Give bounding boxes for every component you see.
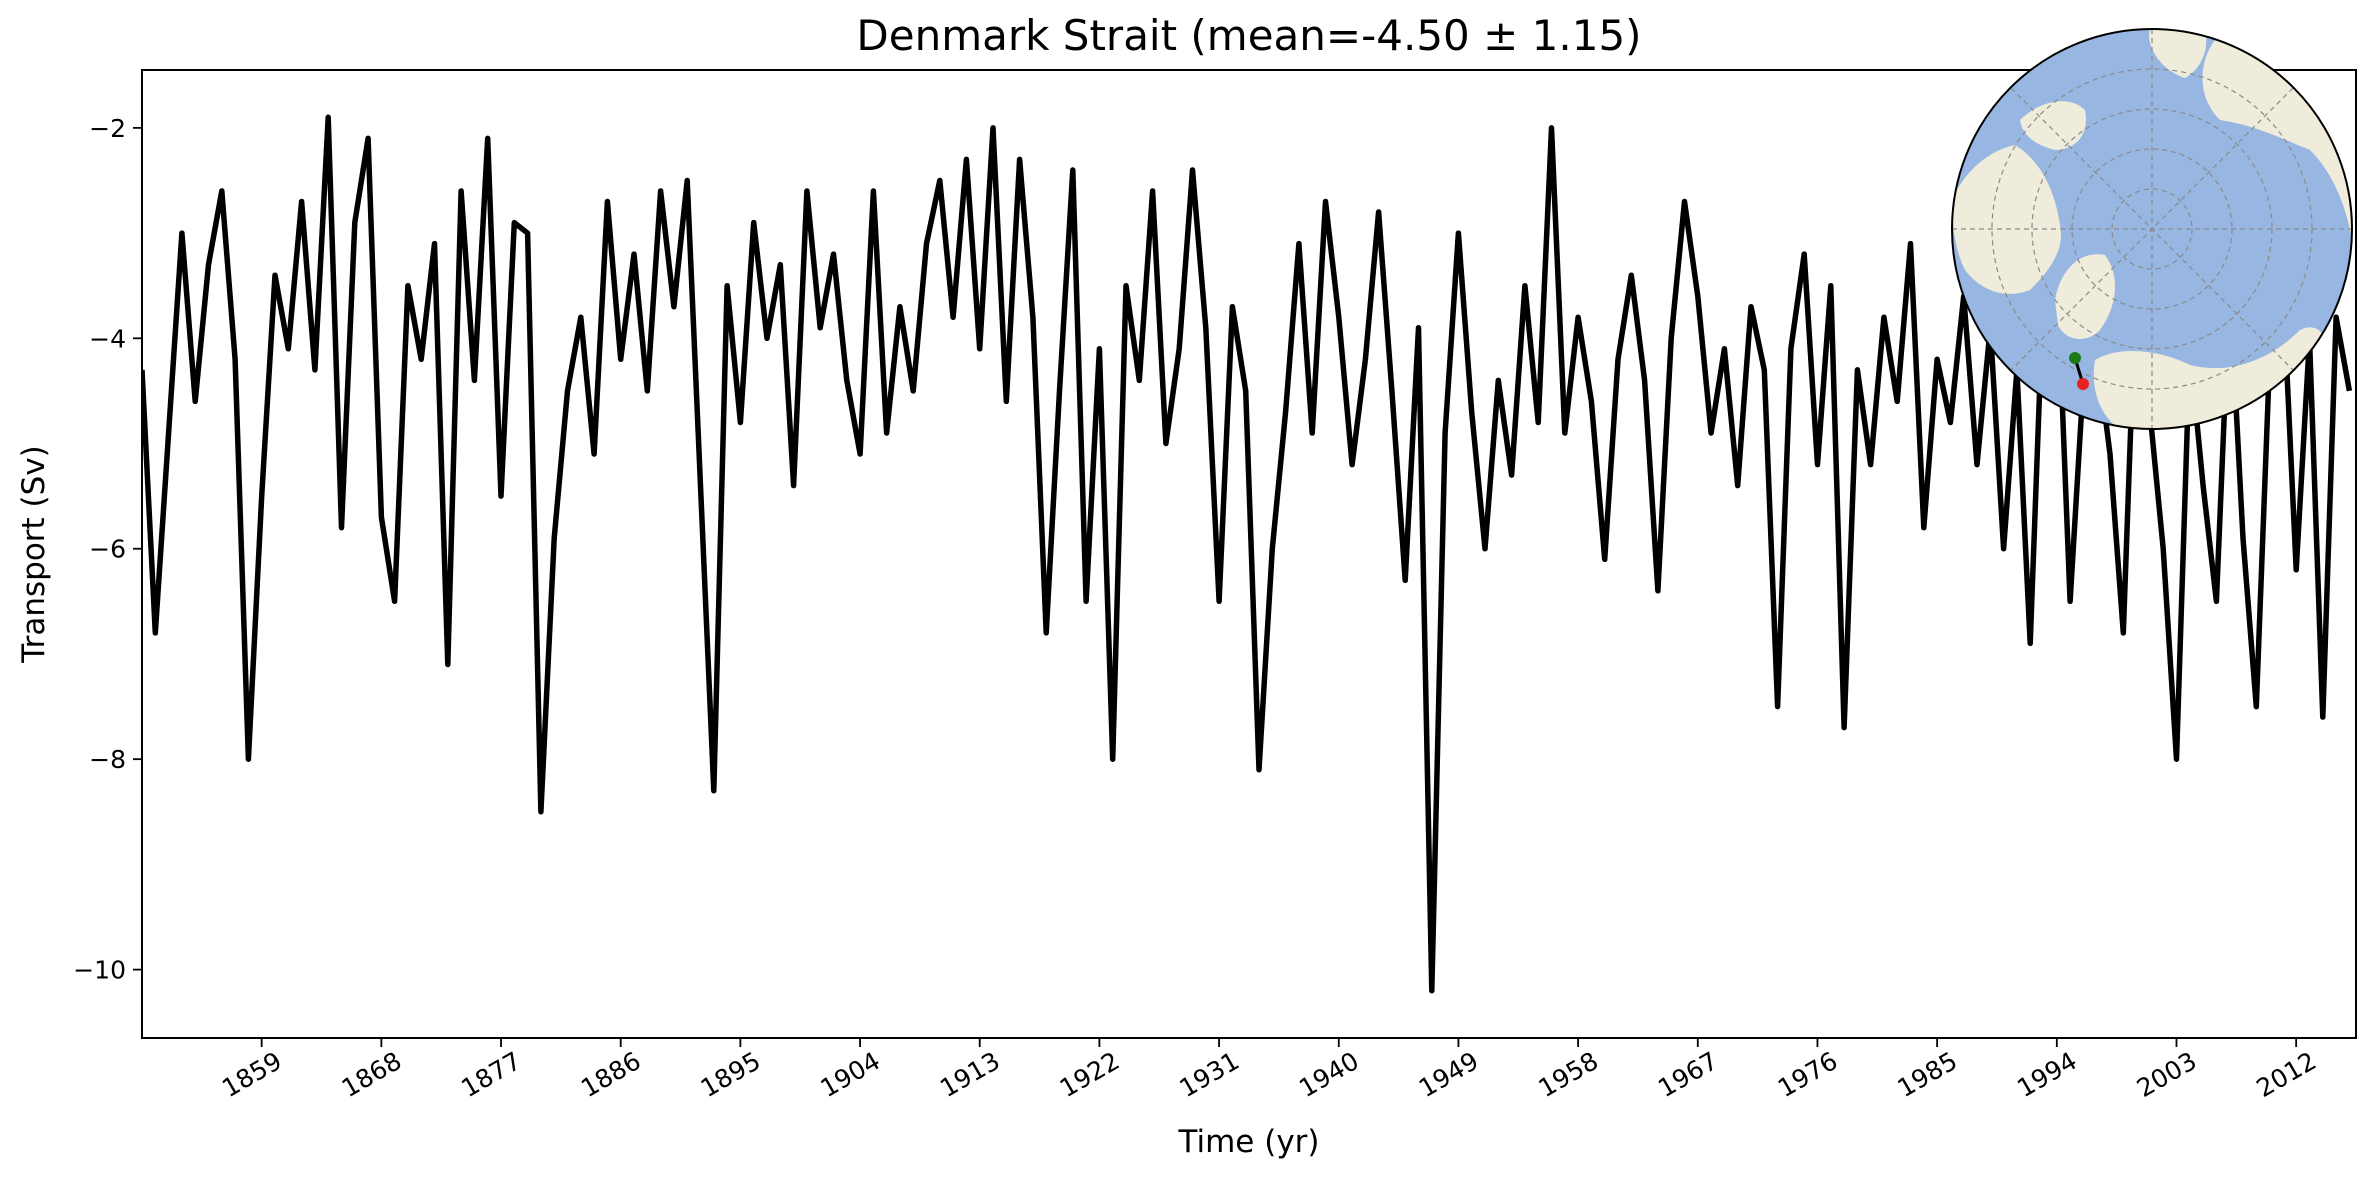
x-tick-label: 1877 xyxy=(456,1046,526,1103)
y-tick-label: −8 xyxy=(89,745,126,774)
x-tick-label: 1895 xyxy=(696,1046,766,1103)
x-axis: 1859 1868 1877 1886 1895 1904 1913 1922 1931 1940… xyxy=(217,1038,2321,1103)
x-tick-label: 1886 xyxy=(576,1046,646,1103)
chart-title: Denmark Strait (mean=-4.50 ± 1.15) xyxy=(856,11,1641,60)
x-tick-label: 1913 xyxy=(935,1046,1005,1103)
map-land xyxy=(1952,29,2352,429)
section-end-marker xyxy=(2077,378,2089,390)
y-axis: −10 −8 −6 −4 −2 xyxy=(73,114,142,985)
x-tick-label: 2003 xyxy=(2132,1046,2202,1103)
y-tick-label: −2 xyxy=(89,114,126,143)
x-tick-label: 1949 xyxy=(1414,1046,1484,1103)
x-tick-label: 1922 xyxy=(1055,1046,1125,1103)
x-tick-label: 1985 xyxy=(1893,1046,1963,1103)
y-axis-label: Transport (Sv) xyxy=(16,445,52,664)
inset-location-map xyxy=(1951,28,2353,430)
x-tick-label: 1931 xyxy=(1174,1046,1244,1103)
x-tick-label: 1904 xyxy=(815,1046,885,1103)
plot-area xyxy=(141,69,2357,1039)
y-tick-label: −6 xyxy=(89,535,126,564)
y-tick-label: −4 xyxy=(89,324,126,353)
x-tick-label: 1868 xyxy=(337,1046,407,1103)
land-north-america xyxy=(1952,145,2061,294)
transport-series-line xyxy=(142,114,2353,994)
section-start-marker xyxy=(2069,352,2081,364)
x-tick-label: 1994 xyxy=(2012,1046,2082,1103)
x-axis-label: Time (yr) xyxy=(1178,1124,1320,1160)
x-tick-label: 1976 xyxy=(1773,1046,1843,1103)
land-greenland xyxy=(2055,254,2116,340)
map-graticule xyxy=(1952,29,2352,429)
x-tick-label: 2012 xyxy=(2252,1046,2322,1103)
y-tick-label: −10 xyxy=(73,956,126,985)
x-tick-label: 1859 xyxy=(217,1046,287,1103)
plot-frame xyxy=(141,69,2357,1039)
land-siberia xyxy=(2149,29,2207,78)
x-tick-label: 1940 xyxy=(1294,1046,1364,1103)
map-border xyxy=(1951,28,2353,430)
x-tick-label: 1967 xyxy=(1653,1046,1723,1103)
x-tick-label: 1958 xyxy=(1534,1046,1604,1103)
